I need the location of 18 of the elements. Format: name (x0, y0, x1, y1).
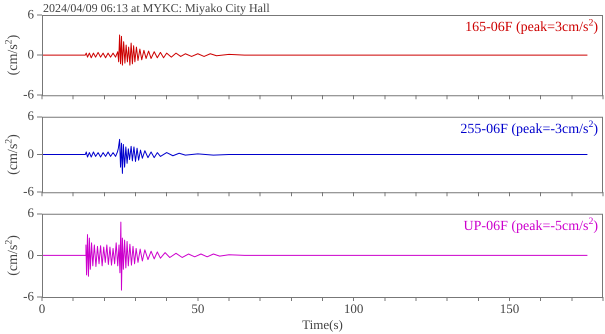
y-tick-label: -6 (23, 184, 34, 199)
y-axis-title: (cm/s2) (3, 234, 21, 276)
x-tick-label: 100 (344, 301, 364, 316)
y-tick-label: 0 (28, 246, 34, 262)
chart-title: 2024/04/09 06:13 at MYKC: Miyako City Hall (43, 1, 270, 15)
y-tick-label: 0 (28, 146, 34, 161)
x-tick-label: 50 (191, 301, 204, 316)
y-tick-label: 6 (28, 205, 34, 220)
x-tick-label: 0 (38, 301, 46, 316)
y-tick-label: -6 (23, 86, 34, 102)
y-tick-label: 0 (28, 46, 34, 62)
x-tick-label: 150 (500, 301, 520, 316)
y-tick-label: 6 (28, 108, 34, 124)
y-tick-label: -6 (23, 288, 34, 304)
y-tick-label: 6 (28, 6, 34, 22)
y-axis-title: (cm/s2) (3, 134, 21, 175)
y-axis-title: (cm/s2) (3, 34, 21, 76)
x-axis-title: Time(s) (302, 317, 343, 332)
